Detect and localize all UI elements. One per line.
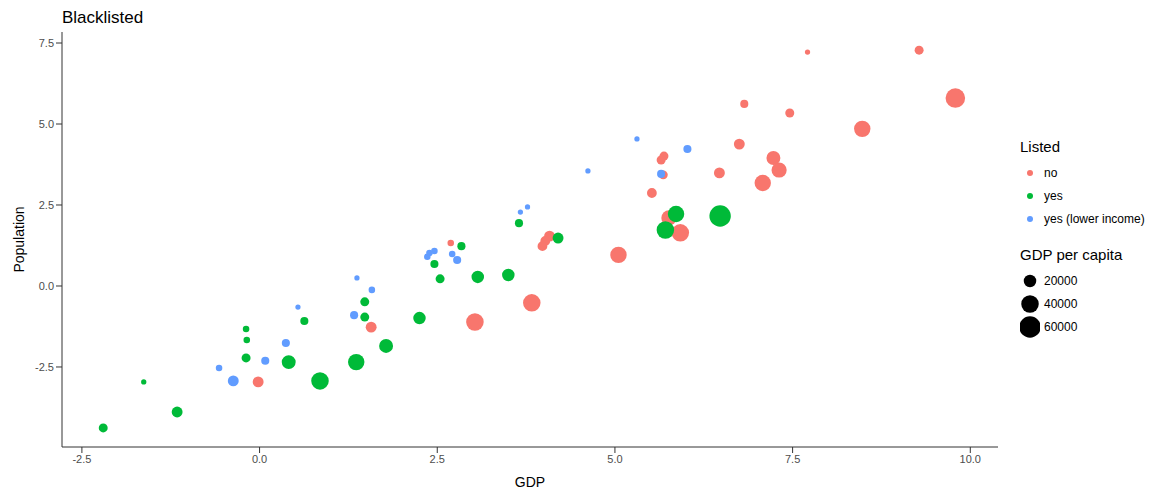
html-text:Blacklisted: Blacklisted bbox=[62, 8, 144, 27]
svg-text:5.0: 5.0 bbox=[39, 118, 54, 130]
html-text:yes (lower income): yes (lower income) bbox=[1044, 211, 1145, 226]
html-text:40000: 40000 bbox=[1044, 296, 1078, 311]
svg-text:2.5: 2.5 bbox=[430, 453, 445, 465]
html-text:60000: 60000 bbox=[1044, 319, 1078, 334]
html-text:yes: yes bbox=[1044, 188, 1063, 203]
svg-text:7.5: 7.5 bbox=[39, 37, 54, 49]
svg-text:7.5: 7.5 bbox=[785, 453, 800, 465]
svg-text:5.0: 5.0 bbox=[607, 453, 622, 465]
svg-text:0.0: 0.0 bbox=[39, 280, 54, 292]
svg-text:-2.5: -2.5 bbox=[72, 453, 91, 465]
html-text:Listed: Listed bbox=[1020, 138, 1060, 155]
html-text:GDP per capita: GDP per capita bbox=[1020, 246, 1123, 263]
html-text:20000: 20000 bbox=[1044, 273, 1078, 288]
svg-text:2.5: 2.5 bbox=[39, 199, 54, 211]
svg-text:-2.5: -2.5 bbox=[35, 361, 54, 373]
svg-text:Population: Population bbox=[11, 206, 27, 272]
svg-text:GDP: GDP bbox=[515, 474, 545, 487]
svg-text:10.0: 10.0 bbox=[960, 453, 981, 465]
svg-text:0.0: 0.0 bbox=[252, 453, 267, 465]
html-text:no: no bbox=[1044, 165, 1058, 180]
